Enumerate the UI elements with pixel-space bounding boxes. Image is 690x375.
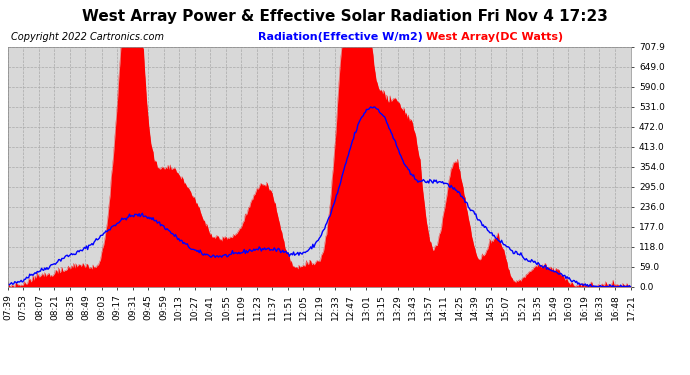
Text: West Array Power & Effective Solar Radiation Fri Nov 4 17:23: West Array Power & Effective Solar Radia… <box>82 9 608 24</box>
Text: Radiation(Effective W/m2): Radiation(Effective W/m2) <box>257 32 422 42</box>
Text: Copyright 2022 Cartronics.com: Copyright 2022 Cartronics.com <box>12 32 164 42</box>
Text: West Array(DC Watts): West Array(DC Watts) <box>426 32 563 42</box>
